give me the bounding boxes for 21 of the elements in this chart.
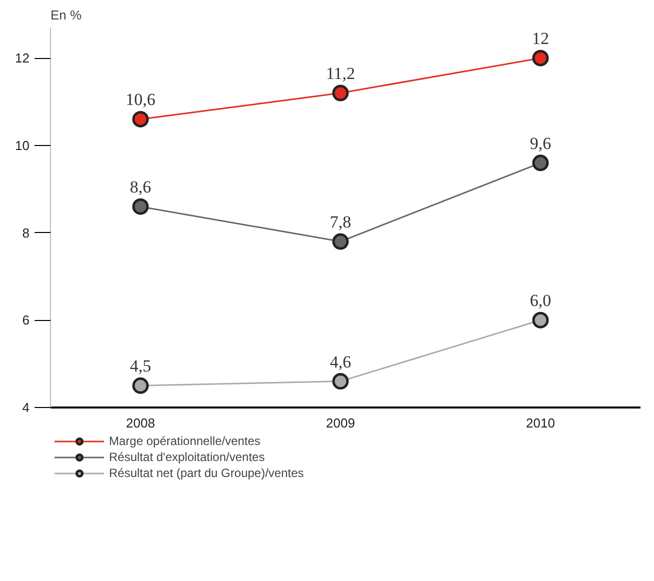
data-label: 6,0: [530, 291, 552, 310]
legend-label: Marge opérationnelle/ventes: [109, 434, 260, 448]
legend-label: Résultat net (part du Groupe)/ventes: [109, 466, 304, 480]
data-label: 4,5: [130, 356, 152, 376]
y-tick-label: 4: [22, 400, 30, 415]
y-axis-title: En %: [50, 8, 82, 22]
data-label: 10,6: [126, 90, 156, 110]
x-tick-label: 2009: [326, 416, 355, 430]
x-tick-label: 2008: [126, 416, 155, 430]
data-label: 7,8: [330, 212, 352, 232]
y-tick-label: 10: [15, 138, 30, 153]
y-tick-label: 12: [15, 50, 30, 66]
data-label: 12: [532, 29, 549, 48]
y-tick-label: 8: [22, 225, 30, 240]
data-label: 9,6: [530, 134, 552, 153]
y-tick-label: 6: [22, 312, 30, 328]
data-label: 8,6: [130, 178, 152, 197]
x-tick-label: 2010: [526, 416, 555, 430]
data-label: 11,2: [326, 64, 356, 84]
legend-label: Résultat d'exploitation/ventes: [109, 450, 265, 464]
data-label: 4,6: [330, 352, 352, 372]
